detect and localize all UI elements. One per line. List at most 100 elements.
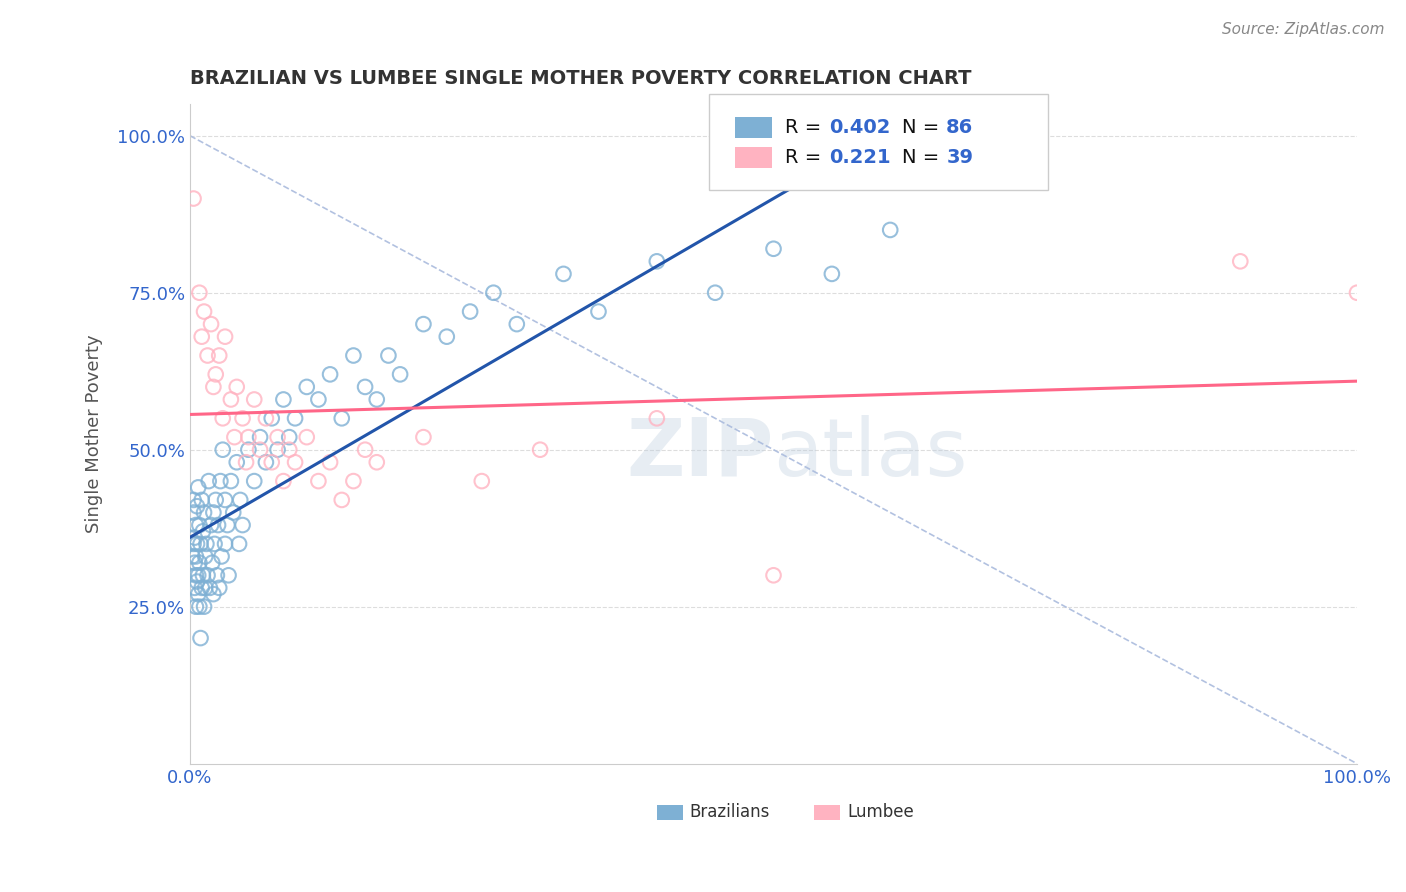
Text: R =: R =: [785, 118, 828, 137]
Point: [214, 329, 236, 343]
Point: [458, 304, 481, 318]
Point: [190, 537, 212, 551]
Point: [187, 587, 209, 601]
Point: [273, 392, 295, 407]
Point: [194, 581, 217, 595]
Point: [190, 492, 212, 507]
Point: [377, 349, 399, 363]
Point: [225, 380, 247, 394]
Point: [330, 411, 353, 425]
Point: [1346, 285, 1368, 300]
Point: [200, 317, 222, 331]
Point: [482, 285, 505, 300]
Point: [217, 518, 239, 533]
Text: N =: N =: [901, 147, 945, 167]
Point: [190, 329, 212, 343]
Text: 86: 86: [946, 118, 973, 137]
Point: [184, 568, 207, 582]
Point: [295, 430, 318, 444]
Point: [249, 430, 271, 444]
Point: [186, 574, 208, 589]
Point: [197, 568, 219, 582]
Text: Brazilians: Brazilians: [689, 804, 770, 822]
Point: [187, 480, 209, 494]
Point: [243, 474, 266, 488]
Point: [202, 380, 225, 394]
Point: [529, 442, 551, 457]
Point: [284, 411, 307, 425]
Point: [184, 549, 207, 564]
Point: [183, 531, 205, 545]
Point: [183, 506, 205, 520]
Point: [235, 455, 257, 469]
Text: N =: N =: [901, 118, 945, 137]
Point: [1229, 254, 1251, 268]
Point: [254, 455, 277, 469]
Point: [260, 455, 283, 469]
Point: [342, 474, 364, 488]
Point: [183, 192, 205, 206]
Point: [354, 442, 377, 457]
Text: 0.221: 0.221: [830, 147, 891, 167]
Point: [219, 474, 242, 488]
Point: [366, 455, 388, 469]
Point: [243, 392, 266, 407]
Point: [190, 581, 212, 595]
Point: [354, 380, 377, 394]
Point: [214, 537, 236, 551]
Point: [191, 524, 214, 539]
Point: [342, 349, 364, 363]
Text: 0.402: 0.402: [830, 118, 891, 137]
Point: [319, 455, 342, 469]
Point: [204, 537, 226, 551]
Point: [204, 492, 226, 507]
Point: [201, 556, 224, 570]
Point: [186, 500, 208, 514]
Point: [278, 442, 301, 457]
Point: [278, 430, 301, 444]
Point: [209, 474, 232, 488]
Point: [295, 380, 318, 394]
Point: [211, 411, 233, 425]
Point: [232, 411, 254, 425]
Point: [260, 411, 283, 425]
Point: [330, 492, 353, 507]
Point: [879, 223, 901, 237]
Point: [238, 430, 260, 444]
Point: [183, 492, 205, 507]
Point: [821, 267, 844, 281]
Point: [184, 599, 207, 614]
Point: [194, 549, 217, 564]
Point: [188, 518, 211, 533]
Point: [412, 317, 434, 331]
Point: [254, 411, 277, 425]
Point: [184, 518, 207, 533]
Point: [193, 506, 215, 520]
Point: [214, 492, 236, 507]
Point: [198, 581, 221, 595]
Point: [266, 430, 288, 444]
Point: [188, 599, 211, 614]
Point: [188, 285, 211, 300]
Point: [249, 442, 271, 457]
Point: [228, 537, 250, 551]
Point: [207, 518, 229, 533]
Text: R =: R =: [785, 147, 828, 167]
Point: [202, 587, 225, 601]
Point: [183, 537, 205, 551]
Point: [188, 556, 211, 570]
Text: BRAZILIAN VS LUMBEE SINGLE MOTHER POVERTY CORRELATION CHART: BRAZILIAN VS LUMBEE SINGLE MOTHER POVERT…: [190, 69, 972, 87]
Point: [211, 549, 233, 564]
Point: [208, 581, 231, 595]
Point: [219, 392, 242, 407]
Point: [229, 492, 252, 507]
Point: [186, 537, 208, 551]
Point: [762, 568, 785, 582]
Point: [183, 581, 205, 595]
Point: [762, 242, 785, 256]
Point: [190, 631, 212, 645]
Point: [645, 254, 668, 268]
Point: [436, 329, 458, 343]
Point: [225, 455, 247, 469]
Point: [284, 455, 307, 469]
